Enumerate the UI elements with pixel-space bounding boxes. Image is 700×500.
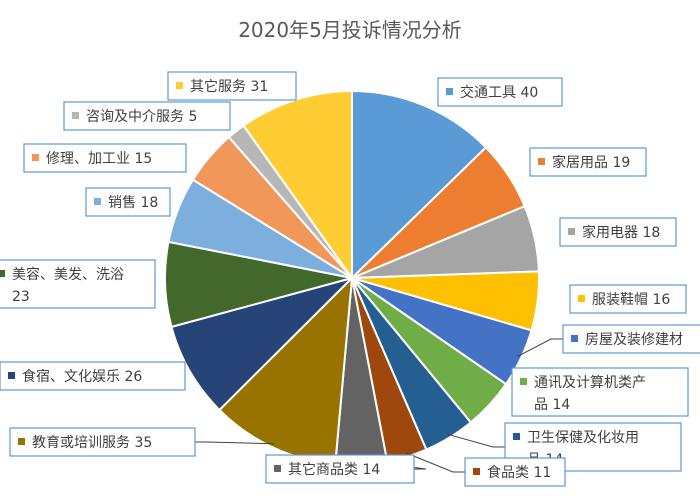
leader-line — [447, 433, 505, 448]
data-label-box — [529, 147, 647, 177]
data-label-box — [559, 217, 677, 247]
data-label-text: 其它商品类 14 — [288, 461, 380, 478]
data-label-box — [511, 367, 689, 417]
legend-swatch — [18, 438, 25, 445]
legend-swatch — [568, 228, 575, 235]
data-label-text: 通讯及计算机类产 — [534, 375, 646, 391]
legend-swatch — [176, 82, 183, 89]
data-label: 美容、美发、洗浴 23 — [0, 259, 156, 309]
pie-slices — [164, 89, 540, 466]
data-label-text: 美容、美发、洗浴 — [12, 266, 124, 283]
data-label: 食品类 11 — [464, 457, 566, 487]
data-label: 销售 18 — [85, 187, 171, 217]
data-label-text: 咨询及中介服务 5 — [86, 109, 197, 125]
data-label-box — [0, 259, 156, 309]
data-label: 交通工具 40 — [437, 77, 563, 107]
legend-swatch — [0, 270, 5, 277]
data-label-text: 卫生保健及化妆用 — [527, 430, 639, 446]
data-label-text: 食宿、文化娱乐 26 — [22, 368, 142, 385]
data-label-box — [63, 101, 231, 131]
legend-swatch — [32, 154, 39, 161]
data-label-text: 服装鞋帽 16 — [592, 292, 670, 308]
data-label: 其它商品类 14 — [265, 454, 415, 484]
data-label-text: 销售 18 — [108, 195, 158, 211]
data-labels: 交通工具 40 家居用品 19 家用电器 18 服装鞋帽 16 房屋及装修建材通讯及计算… — [0, 71, 700, 487]
data-label: 房屋及装修建材 — [562, 324, 700, 354]
data-label-box — [569, 284, 687, 314]
data-label-box — [0, 361, 186, 391]
chart-title: 2020年5月投诉情况分析 — [238, 18, 462, 42]
legend-swatch — [446, 88, 453, 95]
legend-swatch — [578, 295, 585, 302]
legend-swatch — [538, 158, 545, 165]
data-label: 食宿、文化娱乐 26 — [0, 361, 186, 391]
data-label-text: 交通工具 40 — [460, 84, 538, 101]
data-label-box — [437, 77, 563, 107]
data-label-box — [167, 71, 297, 101]
legend-swatch — [72, 112, 79, 119]
data-label-text: 修理、加工业 15 — [46, 151, 152, 167]
data-label-text: 教育或培训服务 35 — [32, 435, 152, 451]
data-label-text: 其它服务 31 — [190, 78, 268, 95]
legend-swatch — [571, 335, 578, 342]
legend-swatch — [94, 198, 101, 205]
legend-swatch — [8, 372, 15, 379]
legend-swatch — [473, 468, 480, 475]
data-label-box — [9, 427, 196, 457]
leader-line — [517, 338, 563, 358]
data-label-box — [562, 324, 700, 354]
data-label-text: 23 — [12, 289, 30, 305]
data-label: 咨询及中介服务 5 — [63, 101, 231, 131]
legend-swatch — [520, 378, 527, 385]
pie-slice — [351, 89, 488, 281]
data-label: 其它服务 31 — [167, 71, 297, 101]
data-label-text: 家居用品 19 — [552, 154, 630, 171]
legend-swatch — [513, 433, 520, 440]
leader-line — [195, 441, 275, 445]
data-label: 修理、加工业 15 — [23, 143, 187, 173]
data-label: 教育或培训服务 35 — [9, 427, 196, 457]
leader-line — [405, 452, 465, 473]
legend-swatch — [274, 465, 281, 472]
data-label: 家居用品 19 — [529, 147, 647, 177]
data-label-box — [464, 457, 566, 487]
data-label: 服装鞋帽 16 — [569, 284, 687, 314]
data-label-text: 品 14 — [534, 397, 570, 413]
pie-slice — [170, 276, 356, 412]
data-label-box — [265, 454, 415, 484]
data-label-text: 食品类 11 — [487, 464, 551, 481]
data-label: 家用电器 18 — [559, 217, 677, 247]
data-label-box — [23, 143, 187, 173]
data-label-text: 家用电器 18 — [582, 224, 660, 241]
data-label-text: 房屋及装修建材 — [585, 332, 683, 348]
